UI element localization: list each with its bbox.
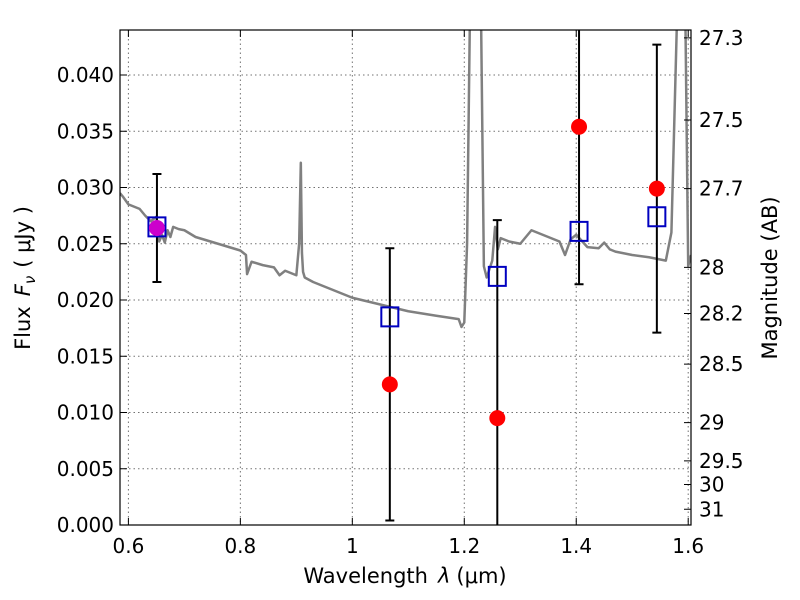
y-tick-label: 0.000 <box>57 513 114 537</box>
y2-axis-title: Magnitude (AB) <box>758 196 782 359</box>
model-photometry-markers <box>147 206 667 328</box>
y2-tick-label: 29.5 <box>699 449 744 473</box>
plot-frame <box>119 29 692 526</box>
model-photometry-square <box>487 265 507 287</box>
y2-tick-label: 28.2 <box>699 302 744 326</box>
y-tick-label: 0.035 <box>57 119 114 143</box>
y-axis-ticks: 0.000 0.005 0.010 0.015 0.020 0.025 0.030 0.035… <box>57 63 127 537</box>
x-axis-ticks: 0.6 0.8 1 1.2 1.4 1.6 <box>112 30 704 558</box>
model-photometry-square <box>569 220 589 242</box>
y2-tick-label: 28.5 <box>699 352 744 376</box>
y-axis-title: FluxFν( μJy ) <box>11 206 39 350</box>
error-bars <box>152 30 662 525</box>
model-spectrum-line <box>120 30 691 329</box>
x-tick-label: 0.8 <box>224 534 256 558</box>
grid <box>120 30 691 525</box>
y2-tick-label: 27.7 <box>699 177 744 201</box>
observed-flux-point <box>148 220 165 236</box>
y-tick-label: 0.025 <box>57 232 114 256</box>
y-tick-label: 0.015 <box>57 344 114 368</box>
x-tick-label: 1.2 <box>448 534 480 558</box>
y-tick-label: 0.005 <box>57 457 114 481</box>
y2-tick-label: 28 <box>699 255 724 279</box>
x-axis-title: Wavelength λ (μm) <box>303 564 506 588</box>
y-tick-label: 0.030 <box>57 176 114 200</box>
x-tick-label: 1 <box>346 534 359 558</box>
y2-tick-label: 27.3 <box>699 26 744 50</box>
observed-flux-point <box>648 180 665 197</box>
observed-flux-markers <box>148 118 665 427</box>
x-tick-label: 1.4 <box>560 534 592 558</box>
y-tick-label: 0.040 <box>57 63 114 87</box>
x-tick-label: 1.6 <box>672 534 704 558</box>
y2-tick-label: 31 <box>699 497 724 521</box>
observed-flux-point <box>571 118 588 135</box>
x-tick-label: 0.6 <box>112 534 144 558</box>
model-photometry-square <box>647 206 667 228</box>
observed-flux-point <box>381 376 398 393</box>
y2-tick-label: 30 <box>699 473 724 497</box>
y2-tick-label: 29 <box>699 411 724 435</box>
observed-flux-point <box>489 410 506 427</box>
y-tick-label: 0.020 <box>57 288 114 312</box>
model-photometry-square <box>147 216 167 238</box>
y2-tick-label: 27.5 <box>699 108 744 132</box>
y-tick-label: 0.010 <box>57 401 114 425</box>
model-photometry-square <box>380 306 400 328</box>
